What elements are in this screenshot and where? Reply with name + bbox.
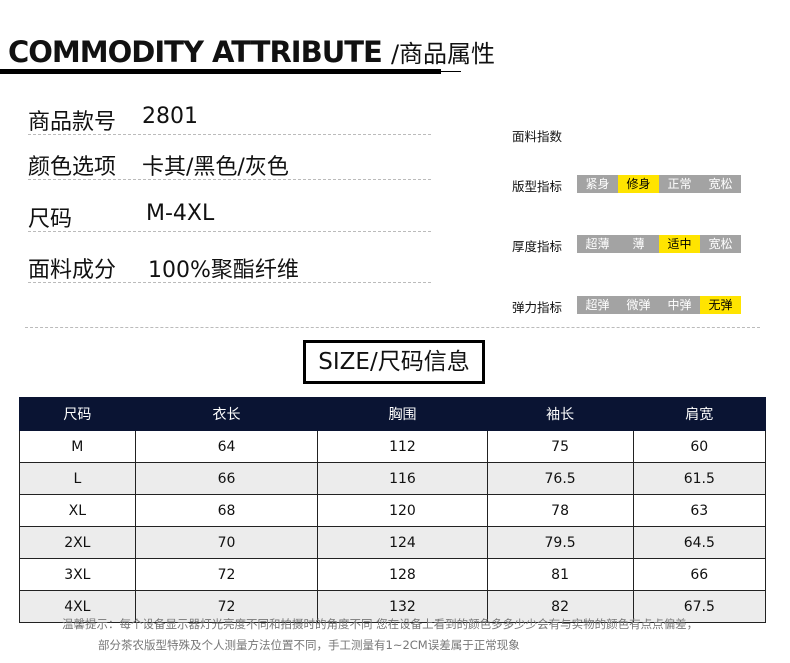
column-header: 尺码 (19, 397, 136, 431)
table-cell: 78 (486, 494, 634, 527)
info-label: 面料成分 (28, 258, 117, 283)
table-cell: 128 (317, 558, 488, 591)
table-cell: 116 (317, 462, 488, 495)
index-option: 超薄 (577, 235, 618, 253)
info-divider (28, 134, 431, 135)
table-cell: 61.5 (632, 462, 767, 495)
index-option: 正常 (659, 175, 700, 193)
info-value: M-4XL (146, 201, 215, 226)
table-cell: 124 (317, 526, 488, 559)
notice-line-2: 部分茶农版型特殊及个人测量方法位置不同，手工测量有1~2CM误差属于正常现象 (98, 638, 520, 652)
table-cell: 120 (317, 494, 488, 527)
info-divider (28, 231, 431, 232)
table-cell: L (19, 462, 136, 495)
column-header: 胸围 (317, 397, 488, 431)
fabric-index-bar: 紧身 修身 正常 宽松 (577, 175, 741, 193)
fabric-index-label: 版型指标 (512, 179, 563, 194)
title-cn: /商品属性 (390, 40, 496, 68)
info-value: 100%聚酯纤维 (148, 258, 299, 283)
table-cell: 3XL (19, 558, 136, 591)
table-cell: 76.5 (486, 462, 634, 495)
info-row: 面料成分 100%聚酯纤维 (28, 252, 299, 284)
table-cell: 66 (632, 558, 767, 591)
table-row: XL 68 120 78 63 (19, 494, 767, 527)
table-cell: 2XL (19, 526, 136, 559)
table-cell: 70 (134, 526, 319, 559)
info-label: 颜色选项 (28, 155, 117, 180)
column-header: 袖长 (486, 397, 634, 431)
table-cell: 67.5 (632, 590, 767, 623)
index-option: 中弹 (659, 296, 700, 314)
table-cell: 75 (486, 430, 634, 463)
index-option: 宽松 (700, 175, 741, 193)
info-label: 尺码 (28, 207, 73, 232)
fabric-title: 面料指数 (512, 129, 563, 144)
size-table: 尺码 衣长 胸围 袖长 肩宽 M 64 112 75 60 L 66 116 76.5 61.5 XL 68 12… (19, 397, 767, 623)
index-option: 修身 (618, 175, 659, 193)
table-cell: 82 (486, 590, 634, 623)
info-value: 卡其/黑色/灰色 (142, 155, 289, 180)
divider (25, 327, 760, 328)
info-value: 2801 (142, 104, 198, 129)
table-row: L 66 116 76.5 61.5 (19, 462, 767, 495)
title-underline (0, 69, 441, 74)
table-cell: M (19, 430, 136, 463)
table-row: 2XL 70 124 79.5 64.5 (19, 526, 767, 559)
index-option: 微弹 (618, 296, 659, 314)
table-row: M 64 112 75 60 (19, 430, 767, 463)
index-option: 薄 (618, 235, 659, 253)
notice: 温馨提示：每个设备显示器灯光亮度不同和拍摄时的角度不同 您在设备上看到的颜色多多… (62, 614, 698, 656)
table-cell: 112 (317, 430, 488, 463)
info-divider (28, 282, 431, 283)
table-cell: 64.5 (632, 526, 767, 559)
title-underline-thin (441, 71, 461, 72)
info-row: 尺码 M-4XL (28, 201, 214, 233)
table-cell: 132 (317, 590, 488, 623)
size-title: SIZE/尺码信息 (303, 340, 485, 384)
section-title: COMMODITY ATTRIBUTE /商品属性 (8, 34, 495, 69)
index-option: 超弹 (577, 296, 618, 314)
column-header: 衣长 (134, 397, 319, 431)
table-row: 3XL 72 128 81 66 (19, 558, 767, 591)
index-option: 紧身 (577, 175, 618, 193)
table-cell: 63 (632, 494, 767, 527)
title-en: COMMODITY ATTRIBUTE (8, 35, 383, 69)
table-cell: 72 (134, 558, 319, 591)
table-row: 4XL 72 132 82 67.5 (19, 590, 767, 623)
table-cell: 64 (134, 430, 319, 463)
info-row: 颜色选项 卡其/黑色/灰色 (28, 149, 289, 181)
info-divider (28, 179, 431, 180)
table-cell: 68 (134, 494, 319, 527)
table-cell: XL (19, 494, 136, 527)
index-option: 宽松 (700, 235, 741, 253)
info-row: 商品款号 2801 (28, 104, 198, 136)
index-option: 无弹 (700, 296, 741, 314)
fabric-index-bar: 超薄薄适中 宽松 (577, 235, 741, 253)
table-cell: 60 (632, 430, 767, 463)
table-cell: 79.5 (486, 526, 634, 559)
fabric-index-label: 弹力指标 (512, 300, 563, 315)
table-cell: 4XL (19, 590, 136, 623)
table-cell: 66 (134, 462, 319, 495)
column-header: 肩宽 (632, 397, 767, 431)
table-cell: 81 (486, 558, 634, 591)
fabric-index-bar: 超弹 微弹 中弹 无弹 (577, 296, 741, 314)
notice-line-1: 温馨提示：每个设备显示器灯光亮度不同和拍摄时的角度不同 您在设备上看到的颜色多多… (62, 617, 699, 631)
index-option: 适中 (659, 235, 700, 253)
fabric-index-label: 厚度指标 (512, 239, 563, 254)
info-label: 商品款号 (28, 110, 117, 135)
